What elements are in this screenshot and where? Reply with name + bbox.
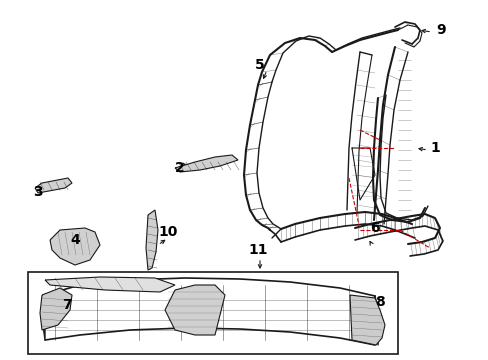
PathPatch shape <box>146 210 158 270</box>
PathPatch shape <box>50 228 100 265</box>
PathPatch shape <box>175 155 238 172</box>
Text: 9: 9 <box>435 23 445 37</box>
Text: 10: 10 <box>158 225 177 239</box>
Text: 3: 3 <box>33 185 42 199</box>
Text: 5: 5 <box>254 58 264 72</box>
PathPatch shape <box>349 295 384 345</box>
Text: 2: 2 <box>175 161 184 175</box>
Text: 4: 4 <box>70 233 80 247</box>
PathPatch shape <box>35 178 72 193</box>
Text: 7: 7 <box>62 298 71 312</box>
PathPatch shape <box>164 285 224 335</box>
PathPatch shape <box>45 277 175 292</box>
Text: 6: 6 <box>369 221 379 235</box>
Text: 8: 8 <box>374 295 384 309</box>
Bar <box>28 272 397 354</box>
Text: 1: 1 <box>429 141 439 155</box>
Text: 11: 11 <box>247 243 267 257</box>
PathPatch shape <box>40 288 72 330</box>
